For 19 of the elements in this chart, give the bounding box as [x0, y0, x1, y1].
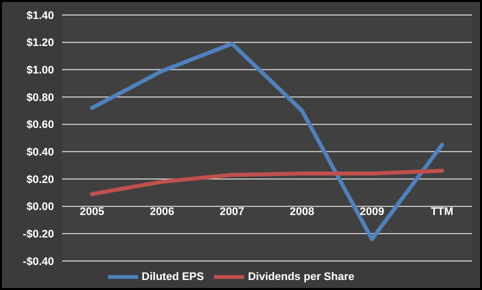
- y-tick-label: $0.60: [26, 119, 54, 132]
- legend-label: Diluted EPS: [142, 270, 204, 283]
- x-tick-label: 2007: [220, 206, 244, 218]
- x-tick-label: 2006: [150, 206, 174, 218]
- y-tick-label: -$0.40: [22, 256, 54, 268]
- line-series: [90, 168, 444, 196]
- y-tick-label: $1.20: [26, 37, 54, 50]
- y-tick-label: $0.40: [26, 146, 54, 159]
- y-tick-label: $0.00: [26, 201, 54, 214]
- x-tick-label: TTM: [430, 206, 454, 218]
- x-tick-label: 2009: [360, 206, 384, 218]
- y-tick-label: $1.00: [26, 64, 54, 77]
- y-tick-label: $0.80: [26, 92, 54, 104]
- x-tick-label: 2008: [290, 206, 314, 218]
- y-tick-label: -$0.20: [22, 228, 54, 241]
- legend-label: Dividends per Share: [248, 270, 354, 283]
- x-tick-label: 2005: [80, 206, 104, 218]
- y-tick-label: $1.40: [26, 10, 54, 22]
- y-tick-label: $0.20: [26, 174, 54, 186]
